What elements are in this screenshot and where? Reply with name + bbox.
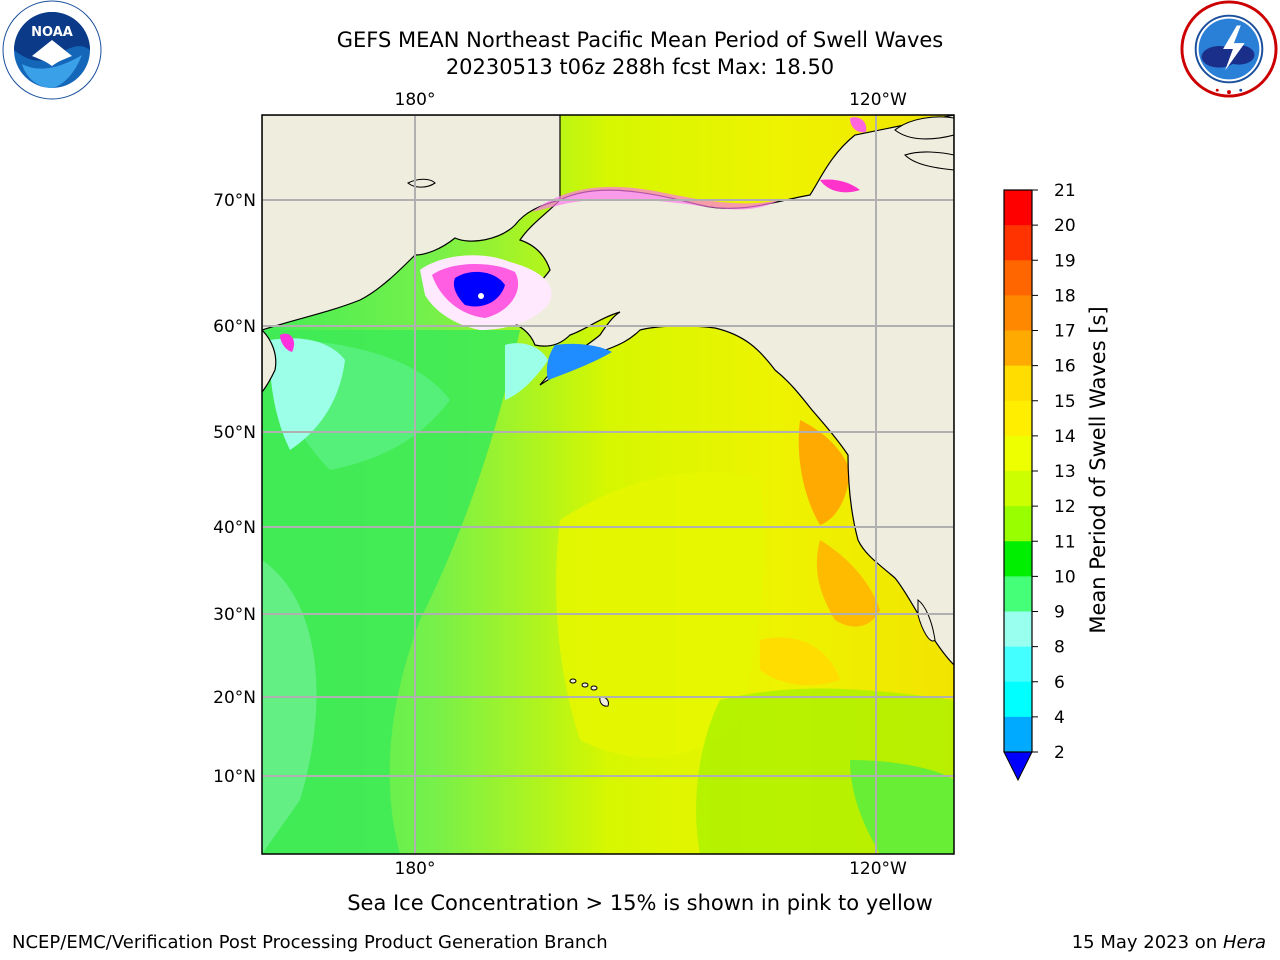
lon-label-bottom-180: 180° bbox=[395, 859, 436, 879]
noaa-logo: NOAA bbox=[2, 0, 102, 100]
colorbar-bin bbox=[1004, 716, 1032, 753]
colorbar-bin bbox=[1004, 330, 1032, 367]
cold-inlet bbox=[546, 343, 612, 380]
map-plot bbox=[262, 115, 954, 854]
colorbar-tick-label: 19 bbox=[1054, 251, 1076, 271]
colorbar-tick-label: 14 bbox=[1054, 427, 1076, 447]
colorbar-bin bbox=[1004, 400, 1032, 437]
colorbar-tick-label: 11 bbox=[1054, 532, 1076, 552]
sea-ice-core bbox=[453, 271, 505, 307]
swell-region-cyan bbox=[269, 338, 345, 450]
lon-label-top-120w: 120°W bbox=[849, 90, 907, 110]
colorbar-bin bbox=[1004, 435, 1032, 472]
colorbar-tick-label: 6 bbox=[1054, 673, 1065, 693]
colorbar-bin bbox=[1004, 190, 1032, 226]
colorbar-tick-label: 16 bbox=[1054, 357, 1076, 377]
colorbar-tick-label: 20 bbox=[1054, 216, 1076, 236]
lon-label-top-180: 180° bbox=[395, 90, 436, 110]
lat-label-20n: 20°N bbox=[213, 688, 256, 708]
sea-ice-note: Sea Ice Concentration > 15% is shown in … bbox=[347, 891, 933, 915]
footer-date: 15 May 2023 on Hera bbox=[1072, 932, 1266, 953]
swell-region-orange-south bbox=[816, 540, 880, 627]
colorbar-bin bbox=[1004, 681, 1032, 718]
swell-region-orange-north bbox=[798, 420, 850, 525]
land-asia bbox=[262, 115, 561, 331]
colorbar-bin bbox=[1004, 471, 1032, 507]
lat-label-70n: 70°N bbox=[213, 191, 256, 211]
colorbar-tick-label: 9 bbox=[1054, 603, 1065, 623]
lat-label-30n: 30°N bbox=[213, 605, 256, 625]
colorbar-bin bbox=[1004, 611, 1032, 648]
chart-subtitle: 20230513 t06z 288h fcst Max: 18.50 bbox=[445, 55, 835, 79]
lat-label-50n: 50°N bbox=[213, 423, 256, 443]
colorbar-extend-arrow bbox=[1003, 751, 1033, 782]
colorbar-bin bbox=[1004, 646, 1032, 683]
colorbar: 21 20 19 18 17 16 15 14 13 12 11 10 9 8 6 4 2 bbox=[1003, 181, 1076, 782]
colorbar-tick-label: 2 bbox=[1054, 743, 1065, 763]
footer-host: Hera bbox=[1222, 932, 1266, 953]
lat-label-60n: 60°N bbox=[213, 317, 256, 337]
colorbar-tick-label: 18 bbox=[1054, 286, 1076, 306]
map-frame bbox=[261, 114, 955, 855]
graticule bbox=[262, 115, 954, 854]
footer-credit: NCEP/EMC/Verification Post Processing Pr… bbox=[12, 932, 608, 953]
colorbar-bin bbox=[1004, 295, 1032, 331]
colorbar-bin bbox=[1004, 541, 1032, 577]
noaa-logo-text: NOAA bbox=[31, 25, 73, 40]
colorbar-bin bbox=[1004, 576, 1032, 612]
nws-logo bbox=[1180, 0, 1278, 98]
colorbar-bin bbox=[1004, 225, 1032, 261]
colorbar-bin bbox=[1004, 506, 1032, 542]
colorbar-tick-label: 13 bbox=[1054, 462, 1076, 482]
chart-title: GEFS MEAN Northeast Pacific Mean Period … bbox=[336, 28, 944, 52]
colorbar-tick-label: 17 bbox=[1054, 322, 1076, 342]
colorbar-tick-label: 12 bbox=[1054, 497, 1076, 517]
colorbar-tick-label: 15 bbox=[1054, 392, 1076, 412]
lat-label-40n: 40°N bbox=[213, 518, 256, 538]
lat-label-10n: 10°N bbox=[213, 767, 256, 787]
lon-label-bottom-120w: 120°W bbox=[849, 859, 907, 879]
colorbar-tick-label: 10 bbox=[1054, 567, 1076, 587]
colorbar-title-text: Mean Period of Swell Waves [s] bbox=[1086, 306, 1110, 634]
colorbar-bin bbox=[1004, 365, 1032, 402]
colorbar-tick-label: 21 bbox=[1054, 181, 1076, 201]
colorbar-tick-label: 4 bbox=[1054, 708, 1065, 728]
colorbar-bin bbox=[1004, 260, 1032, 296]
colorbar-tick-label: 8 bbox=[1054, 638, 1065, 658]
footer-date-text: 15 May 2023 on bbox=[1071, 932, 1223, 953]
